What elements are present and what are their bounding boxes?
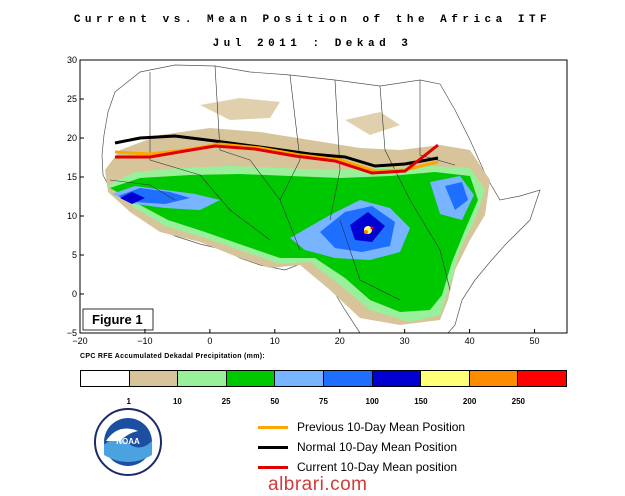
y-tick-label: 25: [67, 94, 77, 104]
colorbar-tick-label: 250: [511, 397, 525, 406]
legend-label: Normal 10-Day Mean Position: [297, 440, 458, 454]
x-tick-label: −20: [72, 336, 87, 346]
x-tick-label: 30: [400, 336, 410, 346]
x-tick-label: 20: [335, 336, 345, 346]
y-tick-label: 15: [67, 172, 77, 182]
x-tick-label: −10: [137, 336, 152, 346]
colorbar-tick-label: 1: [126, 397, 131, 406]
map-subtitle: Jul 2011 : Dekad 3: [212, 38, 413, 50]
colorbar-tick-label: 200: [462, 397, 477, 406]
legend-item: Previous 10-Day Mean Position: [258, 418, 465, 436]
legend-item: Current 10-Day Mean position: [258, 458, 457, 476]
colorbar-tick-label: 10: [172, 397, 182, 406]
normal-itf-line: [114, 134, 439, 168]
colorbar-tick-label: 25: [221, 397, 231, 406]
colorbar: [80, 370, 567, 387]
y-tick-label: 0: [72, 289, 77, 299]
legend-line-swatch: [258, 445, 288, 449]
colorbar-swatch: [469, 371, 519, 386]
legend-label: Current 10-Day Mean position: [297, 460, 458, 474]
y-tick-label: 30: [67, 55, 77, 65]
watermark: albrari.com: [268, 474, 368, 495]
x-tick-label: 50: [530, 336, 540, 346]
legend-line-swatch: [258, 465, 288, 469]
colorbar-swatch: [178, 371, 227, 386]
colorbar-swatch: [421, 371, 470, 386]
x-tick-label: 40: [465, 336, 475, 346]
x-tick-label: 10: [270, 336, 280, 346]
colorbar-swatch: [372, 371, 422, 386]
colorbar-tick-label: 75: [319, 397, 328, 406]
y-tick-label: 20: [67, 133, 77, 143]
colorbar-swatch: [129, 371, 179, 386]
current-itf-line: [115, 143, 439, 175]
legend-item: Normal 10-Day Mean Position: [258, 438, 457, 456]
y-tick-label: 5: [72, 250, 77, 260]
colorbar-swatch: [275, 371, 324, 386]
colorbar-swatch: [226, 371, 276, 386]
noaa-logo: NOAA: [94, 408, 162, 476]
figure-label: Figure 1: [92, 312, 143, 327]
colorbar-swatch: [81, 371, 130, 386]
colorbar-tick-label: 100: [365, 397, 379, 406]
noaa-logo-text: NOAA: [116, 437, 140, 446]
legend-label: Previous 10-Day Mean Position: [297, 420, 466, 434]
colorbar-title: CPC RFE Accumulated Dekadal Precipitatio…: [80, 353, 265, 360]
map-title: Current vs. Mean Position of the Africa …: [73, 14, 552, 26]
y-tick-label: −5: [67, 328, 77, 338]
colorbar-tick-label: 150: [414, 397, 428, 406]
colorbar-tick-label: 50: [270, 397, 280, 406]
x-tick-label: 0: [207, 336, 212, 346]
colorbar-swatch: [323, 371, 373, 386]
legend-line-swatch: [258, 425, 288, 429]
colorbar-swatch: [518, 371, 566, 386]
y-tick-label: 10: [67, 211, 77, 221]
